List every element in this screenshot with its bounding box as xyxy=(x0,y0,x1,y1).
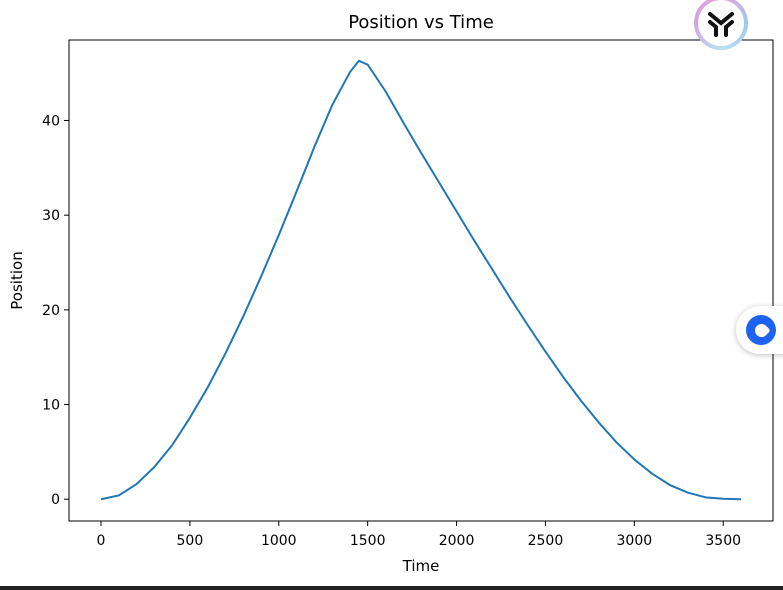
chart-title: Position vs Time xyxy=(348,12,494,33)
floating-logo-button[interactable] xyxy=(694,0,748,50)
side-chat-button[interactable] xyxy=(736,306,783,354)
plot-area: 0 500 1000 1500 2000 2500 3000 3500 0 10 20 30 40 Pos… xyxy=(8,12,774,575)
axes-frame xyxy=(68,39,774,522)
x-tick-label: 3500 xyxy=(705,533,741,549)
x-tick-label: 2500 xyxy=(528,533,564,549)
y-tick-label: 20 xyxy=(42,303,60,319)
yoke-logo-icon xyxy=(698,0,744,46)
y-tick-label: 10 xyxy=(42,398,60,414)
y-tick-label: 30 xyxy=(42,208,60,224)
y-tick-label: 40 xyxy=(42,113,60,129)
x-tick-label: 500 xyxy=(177,533,204,549)
x-tick-label: 0 xyxy=(97,533,106,549)
position-line-series xyxy=(100,59,742,501)
x-tick-label: 3000 xyxy=(617,533,653,549)
bottom-border xyxy=(0,586,783,590)
y-tick-label: 0 xyxy=(51,492,60,508)
chat-bubble-icon xyxy=(746,315,776,345)
y-axis-label: Position xyxy=(8,251,26,309)
x-axis-label: Time xyxy=(402,557,440,575)
x-tick-label: 2000 xyxy=(439,533,475,549)
x-tick-label: 1500 xyxy=(350,533,386,549)
x-tick-label: 1000 xyxy=(261,533,297,549)
